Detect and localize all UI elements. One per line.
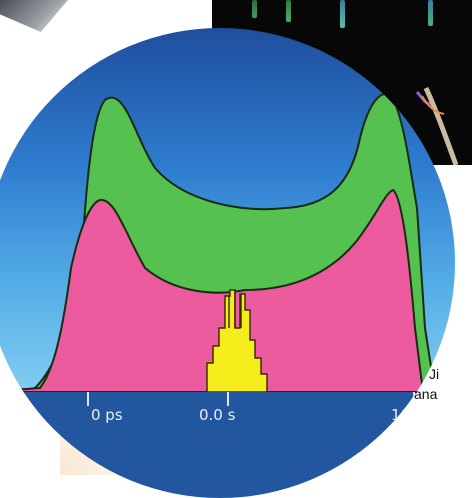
axis-tick-label: 10 <box>391 406 411 424</box>
scope-trace <box>340 0 345 28</box>
scope-trace <box>428 0 433 26</box>
caption-line: ana <box>414 386 438 402</box>
histogram-spikes <box>228 290 242 328</box>
jitter-histogram-lens: 0 ps 0.0 s 10 <box>0 28 455 498</box>
caption-line: Ji <box>429 366 440 382</box>
scope-trace <box>286 0 291 22</box>
scope-trace <box>252 0 257 18</box>
scope-waveform <box>415 86 459 165</box>
center-histogram <box>206 289 268 393</box>
histogram-chart <box>0 93 437 397</box>
axis-tick-label: 0.0 s <box>199 406 236 424</box>
figure-caption: Ji ana <box>414 364 472 404</box>
axis-tick <box>227 392 229 406</box>
inner-envelope <box>0 188 425 393</box>
axis-tick <box>87 392 89 406</box>
axis-tick-label: 0 ps <box>91 406 123 424</box>
axis-tick <box>413 392 415 406</box>
